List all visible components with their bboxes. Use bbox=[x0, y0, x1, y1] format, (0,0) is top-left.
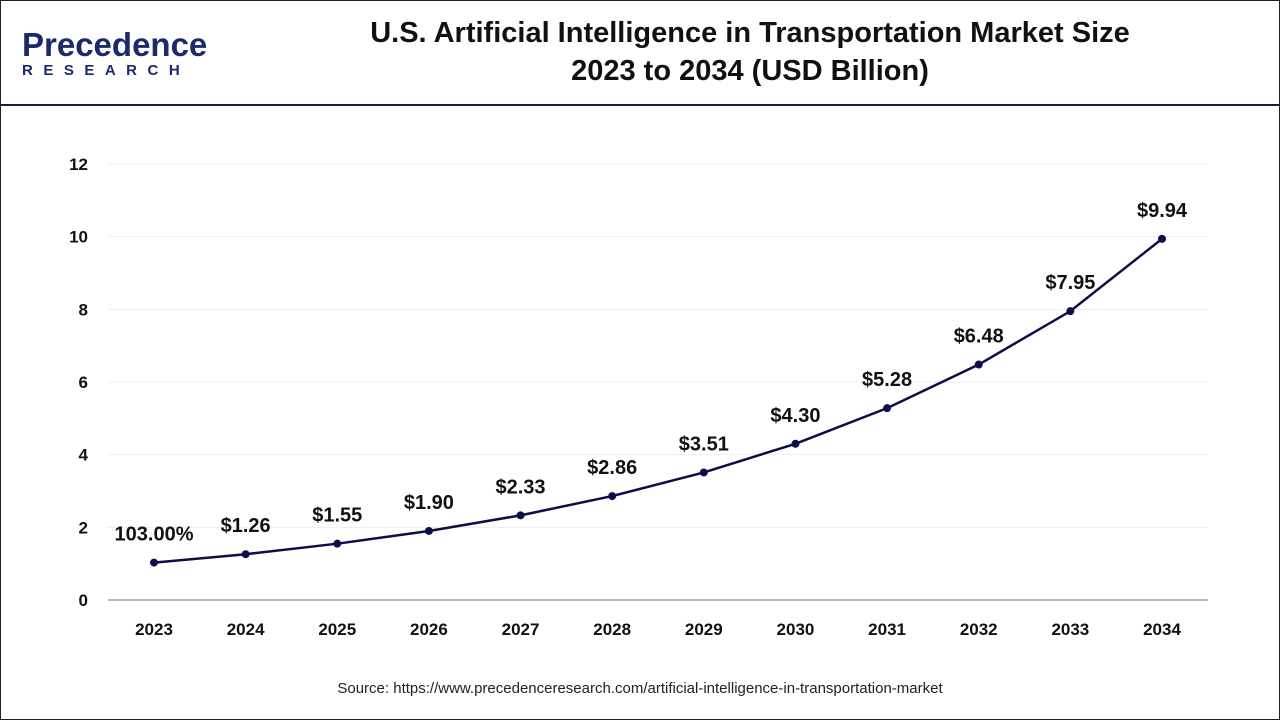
data-point bbox=[699, 468, 708, 477]
data-point bbox=[516, 511, 525, 520]
data-point bbox=[1158, 234, 1166, 243]
logo-subtext: RESEARCH bbox=[22, 62, 191, 79]
title-line-1: U.S. Artificial Intelligence in Transpor… bbox=[370, 17, 1130, 49]
x-tick-label: 2024 bbox=[227, 620, 265, 639]
y-tick-label: 12 bbox=[69, 155, 88, 174]
data-label: $6.48 bbox=[954, 326, 1004, 348]
y-tick-label: 0 bbox=[79, 591, 88, 610]
data-label: $4.30 bbox=[770, 405, 820, 427]
x-tick-label: 2027 bbox=[502, 620, 540, 639]
source-text: Source: https://www.precedenceresearch.c… bbox=[337, 680, 943, 697]
data-point bbox=[791, 439, 800, 448]
data-label: $3.51 bbox=[679, 433, 729, 455]
x-tick-label: 2029 bbox=[685, 620, 723, 639]
title-line-2: 2023 to 2034 (USD Billion) bbox=[571, 55, 929, 87]
data-label: $7.95 bbox=[1045, 272, 1095, 294]
y-tick-label: 6 bbox=[79, 373, 88, 392]
y-tick-label: 10 bbox=[69, 228, 88, 247]
data-point bbox=[974, 360, 983, 369]
data-label: $5.28 bbox=[862, 369, 912, 391]
data-label: $1.26 bbox=[221, 515, 271, 537]
x-tick-label: 2032 bbox=[960, 620, 998, 639]
data-point bbox=[333, 539, 342, 548]
data-label: $1.55 bbox=[312, 505, 362, 527]
x-tick-label: 2033 bbox=[1051, 620, 1089, 639]
x-tick-label: 2028 bbox=[593, 620, 631, 639]
data-label: $9.94 bbox=[1137, 200, 1188, 222]
data-point bbox=[241, 550, 250, 559]
y-tick-label: 4 bbox=[79, 446, 89, 465]
data-point bbox=[150, 558, 158, 567]
data-point bbox=[608, 492, 617, 501]
logo-text: Precedence bbox=[22, 26, 208, 63]
y-tick-label: 2 bbox=[79, 518, 88, 537]
data-label: 103.00% bbox=[115, 524, 194, 546]
data-label: $2.33 bbox=[496, 476, 546, 498]
x-tick-label: 2031 bbox=[868, 620, 906, 639]
header: Precedence RESEARCH U.S. Artificial Inte… bbox=[0, 0, 1280, 106]
x-tick-label: 2026 bbox=[410, 620, 448, 639]
x-tick-label: 2030 bbox=[777, 620, 815, 639]
data-label: $2.86 bbox=[587, 457, 637, 479]
chart-title: U.S. Artificial Intelligence in Transpor… bbox=[300, 14, 1200, 90]
x-tick-label: 2025 bbox=[318, 620, 356, 639]
x-tick-label: 2034 bbox=[1143, 620, 1181, 639]
y-tick-label: 8 bbox=[79, 300, 88, 319]
data-label: $1.90 bbox=[404, 492, 454, 514]
x-tick-label: 2023 bbox=[135, 620, 173, 639]
data-point bbox=[1066, 307, 1075, 316]
data-point bbox=[424, 526, 433, 535]
data-point bbox=[883, 404, 892, 413]
series-line bbox=[153, 237, 1163, 564]
logo: Precedence RESEARCH bbox=[22, 26, 208, 80]
